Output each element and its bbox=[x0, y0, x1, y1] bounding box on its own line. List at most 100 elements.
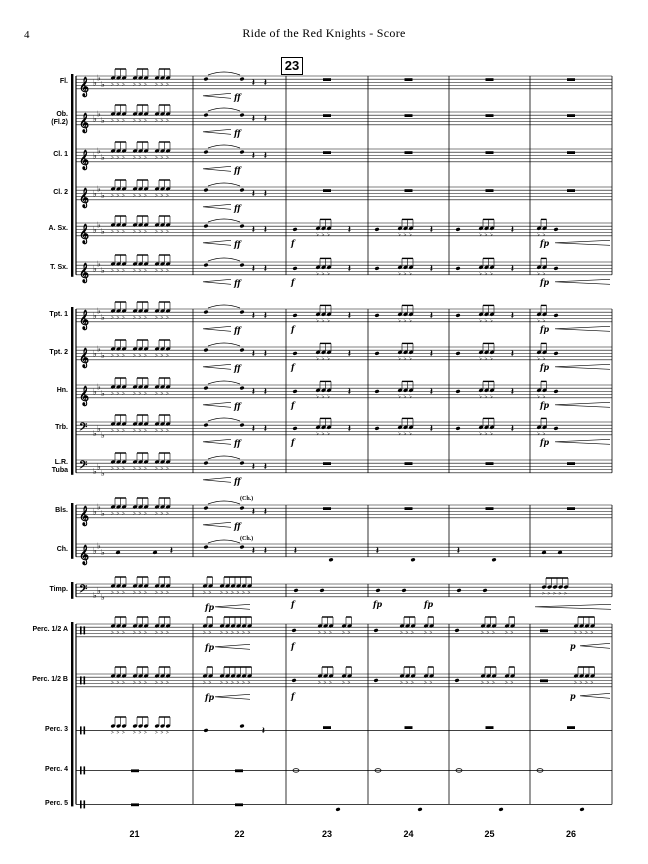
quarter-rest-icon: 𝄽 bbox=[252, 263, 255, 273]
treble-clef-icon: 𝄞 bbox=[79, 187, 89, 209]
notehead bbox=[455, 227, 461, 232]
accent-mark: > bbox=[324, 631, 327, 636]
accent-mark: > bbox=[139, 392, 142, 397]
staff-music-3: > > > > > > > > > 𝄽 𝄽ff bbox=[110, 179, 575, 213]
accent-mark: > bbox=[111, 316, 114, 321]
crescendo-hairpin bbox=[202, 93, 232, 99]
accent-mark: > bbox=[231, 631, 234, 636]
quarter-rest-icon: 𝄽 bbox=[430, 310, 433, 320]
notehead bbox=[160, 76, 165, 80]
notehead bbox=[478, 388, 484, 393]
notehead bbox=[590, 674, 595, 678]
notehead bbox=[121, 223, 127, 227]
staff-music-7: > > > > > > > > > 𝄽 𝄽ff> > >𝄽f> > >𝄽> > >𝄽> >fp bbox=[110, 339, 611, 373]
crescendo-hairpin bbox=[214, 604, 251, 610]
notehead bbox=[454, 678, 460, 683]
notehead bbox=[408, 312, 414, 317]
accent-mark: > bbox=[485, 319, 488, 324]
notehead bbox=[397, 312, 403, 317]
notehead bbox=[143, 584, 149, 588]
notehead bbox=[484, 226, 489, 231]
notehead bbox=[143, 460, 149, 464]
notehead bbox=[504, 624, 510, 628]
accent-mark: > bbox=[322, 432, 325, 437]
accent-mark: > bbox=[111, 591, 114, 596]
notehead bbox=[110, 674, 116, 678]
staff-11: 𝄞 ♭♭♭ bbox=[76, 503, 612, 527]
accent-mark: > bbox=[430, 681, 433, 686]
tie bbox=[207, 455, 241, 460]
notehead bbox=[408, 226, 414, 231]
quarter-rest-icon: 𝄽 bbox=[252, 188, 255, 198]
accent-mark: > bbox=[122, 429, 125, 434]
flat-icon: ♭ bbox=[97, 542, 101, 551]
quarter-rest-icon: 𝄽 bbox=[511, 310, 514, 320]
accent-mark: > bbox=[490, 272, 493, 277]
flat-icon: ♭ bbox=[101, 116, 105, 125]
crescendo-hairpin bbox=[214, 644, 251, 650]
flat-icon: ♭ bbox=[97, 503, 101, 512]
treble-clef-icon: 𝄞 bbox=[79, 505, 89, 527]
tie bbox=[207, 380, 241, 385]
instrument-label: Timp. bbox=[49, 586, 68, 594]
accent-mark: > bbox=[490, 233, 493, 238]
accent-mark: > bbox=[117, 392, 120, 397]
crescendo-hairpin bbox=[202, 402, 232, 408]
notehead bbox=[403, 350, 408, 355]
notehead bbox=[143, 347, 149, 351]
dynamic-f: f bbox=[290, 400, 296, 410]
notehead bbox=[121, 187, 127, 191]
crescendo-hairpin bbox=[554, 279, 611, 285]
accent-mark: > bbox=[144, 354, 147, 359]
notehead bbox=[292, 313, 298, 318]
accent-mark: > bbox=[479, 432, 482, 437]
accent-mark: > bbox=[144, 269, 147, 274]
dynamic-fp: fp bbox=[539, 238, 549, 248]
notehead bbox=[138, 460, 143, 464]
quarter-rest-icon: 𝄽 bbox=[252, 506, 255, 516]
crescendo-hairpin bbox=[554, 402, 611, 408]
notehead bbox=[239, 310, 245, 314]
flat-icon: ♭ bbox=[97, 345, 101, 354]
whole-rest bbox=[404, 78, 413, 81]
quarter-rest-icon: 𝄽 bbox=[252, 386, 255, 396]
notehead bbox=[138, 309, 143, 313]
notehead bbox=[542, 226, 547, 231]
notehead bbox=[292, 351, 298, 356]
accent-mark: > bbox=[543, 233, 546, 238]
whole-rest bbox=[485, 462, 494, 465]
notehead bbox=[121, 674, 127, 678]
accent-mark: > bbox=[543, 319, 546, 324]
flat-icon: ♭ bbox=[93, 591, 97, 600]
accent-mark: > bbox=[122, 681, 125, 686]
accent-mark: > bbox=[398, 357, 401, 362]
instrument-label: Perc. 3 bbox=[45, 726, 68, 734]
accent-mark: > bbox=[492, 631, 495, 636]
notehead bbox=[480, 624, 486, 628]
notehead bbox=[203, 310, 209, 314]
whole-rest bbox=[404, 507, 413, 510]
accent-mark: > bbox=[398, 272, 401, 277]
notehead bbox=[553, 389, 559, 394]
music-content: > > > > > > > > > 𝄽 𝄽ff> > > > > > > > > 𝄽 𝄽ff> > > > > > > > > 𝄽 𝄽ff>… bbox=[110, 68, 612, 812]
key-signature: ♭♭♭ bbox=[93, 147, 105, 162]
notehead bbox=[143, 674, 149, 678]
notehead bbox=[455, 266, 461, 271]
whole-note bbox=[292, 768, 300, 773]
notehead bbox=[335, 807, 341, 812]
notehead bbox=[138, 112, 143, 116]
notehead bbox=[484, 312, 489, 317]
accent-mark: > bbox=[511, 631, 514, 636]
staff-music-13: > > > > > > > > > > > > > > > > >fp f fp fp> > > > > bbox=[110, 576, 612, 612]
accent-mark: > bbox=[166, 316, 169, 321]
whole-rest bbox=[323, 114, 331, 117]
quarter-rest-icon: 𝄽 bbox=[430, 386, 433, 396]
accent-mark: > bbox=[155, 392, 158, 397]
notehead bbox=[510, 674, 515, 678]
notehead bbox=[110, 262, 116, 266]
accent-mark: > bbox=[404, 319, 407, 324]
accent-mark: > bbox=[166, 230, 169, 235]
staff-17 bbox=[76, 766, 612, 775]
notehead bbox=[143, 385, 149, 389]
notehead bbox=[160, 460, 165, 464]
